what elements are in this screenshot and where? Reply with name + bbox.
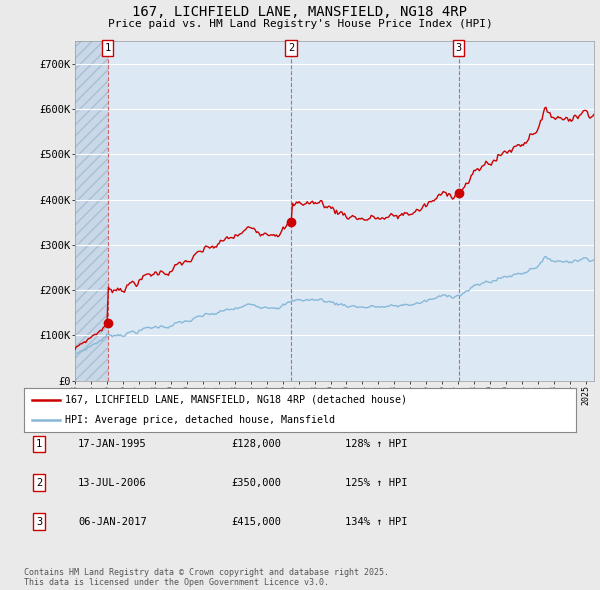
Text: 17-JAN-1995: 17-JAN-1995 [78, 439, 147, 448]
Text: Price paid vs. HM Land Registry's House Price Index (HPI): Price paid vs. HM Land Registry's House … [107, 19, 493, 29]
Text: 167, LICHFIELD LANE, MANSFIELD, NG18 4RP: 167, LICHFIELD LANE, MANSFIELD, NG18 4RP [133, 5, 467, 19]
Text: 2: 2 [36, 478, 42, 487]
Text: 3: 3 [455, 43, 462, 53]
Text: 1: 1 [36, 439, 42, 448]
Text: 2: 2 [288, 43, 295, 53]
Text: Contains HM Land Registry data © Crown copyright and database right 2025.
This d: Contains HM Land Registry data © Crown c… [24, 568, 389, 587]
Bar [75, 41, 107, 381]
Text: 125% ↑ HPI: 125% ↑ HPI [345, 478, 407, 487]
Text: 1: 1 [104, 43, 111, 53]
Bar [75, 41, 107, 381]
Text: 167, LICHFIELD LANE, MANSFIELD, NG18 4RP (detached house): 167, LICHFIELD LANE, MANSFIELD, NG18 4RP… [65, 395, 407, 405]
Text: HPI: Average price, detached house, Mansfield: HPI: Average price, detached house, Mans… [65, 415, 335, 425]
Text: 134% ↑ HPI: 134% ↑ HPI [345, 517, 407, 526]
Text: 128% ↑ HPI: 128% ↑ HPI [345, 439, 407, 448]
Text: 3: 3 [36, 517, 42, 526]
Text: £128,000: £128,000 [231, 439, 281, 448]
Text: 06-JAN-2017: 06-JAN-2017 [78, 517, 147, 526]
Text: 13-JUL-2006: 13-JUL-2006 [78, 478, 147, 487]
Text: £415,000: £415,000 [231, 517, 281, 526]
Text: £350,000: £350,000 [231, 478, 281, 487]
